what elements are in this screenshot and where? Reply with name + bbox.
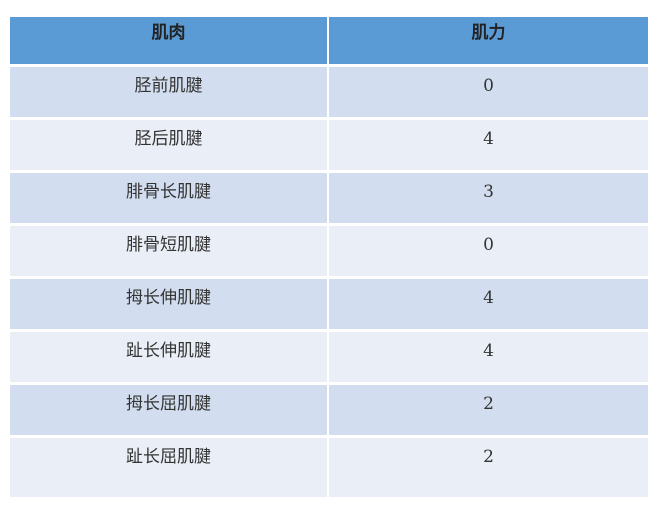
strength-cell: 3 — [329, 173, 648, 226]
header-muscle: 肌肉 — [10, 17, 329, 67]
table-row: 趾长伸肌腱 4 — [10, 332, 648, 385]
muscle-cell: 拇长伸肌腱 — [10, 279, 329, 332]
muscle-cell: 胫后肌腱 — [10, 120, 329, 173]
table-row: 趾长屈肌腱 2 — [10, 438, 648, 500]
muscle-strength-table: 肌肉 肌力 胫前肌腱 0 胫后肌腱 4 腓骨长肌腱 3 腓骨短肌腱 0 拇长伸肌腱 4 趾长伸肌腱 4… — [10, 17, 648, 500]
strength-cell: 0 — [329, 67, 648, 120]
muscle-cell: 胫前肌腱 — [10, 67, 329, 120]
table-row: 拇长屈肌腱 2 — [10, 385, 648, 438]
muscle-cell: 腓骨短肌腱 — [10, 226, 329, 279]
strength-cell: 4 — [329, 332, 648, 385]
strength-cell: 2 — [329, 385, 648, 438]
muscle-cell: 趾长屈肌腱 — [10, 438, 329, 500]
strength-cell: 0 — [329, 226, 648, 279]
header-row: 肌肉 肌力 — [10, 17, 648, 67]
table-row: 拇长伸肌腱 4 — [10, 279, 648, 332]
muscle-cell: 趾长伸肌腱 — [10, 332, 329, 385]
strength-cell: 2 — [329, 438, 648, 500]
table-row: 腓骨长肌腱 3 — [10, 173, 648, 226]
muscle-cell: 腓骨长肌腱 — [10, 173, 329, 226]
muscle-cell: 拇长屈肌腱 — [10, 385, 329, 438]
table-row: 腓骨短肌腱 0 — [10, 226, 648, 279]
table-row: 胫后肌腱 4 — [10, 120, 648, 173]
strength-cell: 4 — [329, 120, 648, 173]
table-row: 胫前肌腱 0 — [10, 67, 648, 120]
strength-cell: 4 — [329, 279, 648, 332]
header-strength: 肌力 — [329, 17, 648, 67]
